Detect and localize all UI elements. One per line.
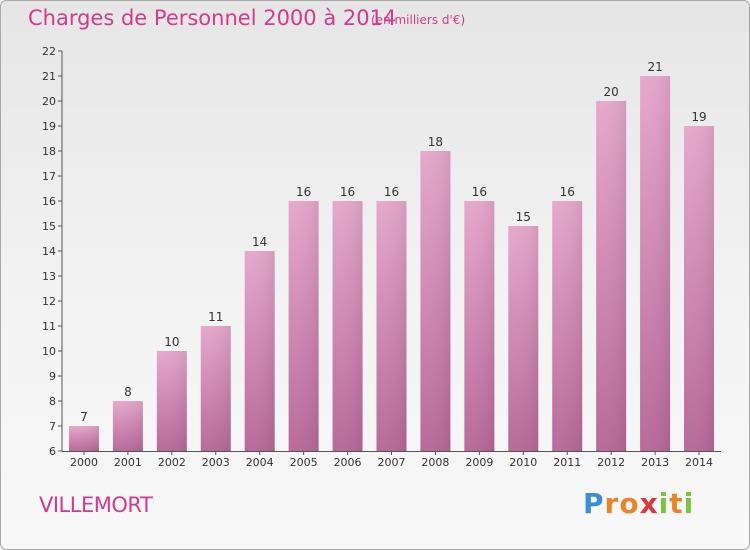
chart-subtitle: (en milliers d'€)	[371, 13, 466, 27]
data-label: 16	[296, 185, 311, 199]
y-tick-label: 17	[42, 170, 56, 183]
logo-letter: t	[669, 487, 684, 520]
bar-shade	[332, 201, 363, 451]
x-tick-label: 2008	[421, 456, 449, 469]
y-tick-label: 18	[42, 145, 56, 158]
y-tick-label: 7	[49, 420, 56, 433]
bar-shade	[596, 101, 627, 451]
data-label: 21	[647, 60, 662, 74]
data-label: 8	[124, 385, 132, 399]
logo-letter: r	[604, 487, 620, 520]
logo-letter: o	[619, 487, 640, 520]
data-label: 15	[516, 210, 531, 224]
bar-shade	[68, 426, 99, 451]
data-label: 14	[252, 235, 267, 249]
logo-letter: i	[683, 487, 695, 520]
bar-shade	[464, 201, 495, 451]
bar-shade	[288, 201, 319, 451]
proxiti-logo[interactable]: Proxiti	[583, 487, 694, 520]
bar-shade	[112, 401, 143, 451]
x-tick-label: 2011	[553, 456, 581, 469]
commune-name: VILLEMORT	[39, 493, 153, 517]
bar-shade	[684, 126, 715, 451]
bar-shade	[508, 226, 539, 451]
data-label: 11	[208, 310, 223, 324]
x-tick-label: 2001	[114, 456, 142, 469]
bar-shade	[420, 151, 451, 451]
y-tick-label: 13	[42, 270, 56, 283]
bar-shade	[640, 76, 671, 451]
x-tick-label: 2000	[70, 456, 98, 469]
y-tick-label: 19	[42, 120, 56, 133]
x-tick-label: 2007	[378, 456, 406, 469]
x-tick-label: 2005	[290, 456, 318, 469]
y-tick-label: 15	[42, 220, 56, 233]
data-label: 16	[340, 185, 355, 199]
bar-shade	[244, 251, 275, 451]
y-tick-label: 9	[49, 370, 56, 383]
data-label: 16	[384, 185, 399, 199]
y-tick-label: 11	[42, 320, 56, 333]
y-tick-label: 10	[42, 345, 56, 358]
x-tick-label: 2009	[465, 456, 493, 469]
y-tick-label: 22	[42, 45, 56, 58]
x-tick-label: 2002	[158, 456, 186, 469]
bar-shade	[376, 201, 407, 451]
chart-title: Charges de Personnel 2000 à 2014	[28, 6, 397, 30]
bar-shade	[552, 201, 583, 451]
data-label: 16	[472, 185, 487, 199]
data-label: 18	[428, 135, 443, 149]
y-tick-label: 16	[42, 195, 56, 208]
data-label: 16	[560, 185, 575, 199]
x-tick-label: 2006	[334, 456, 362, 469]
y-tick-label: 14	[42, 245, 56, 258]
x-tick-label: 2014	[685, 456, 713, 469]
bar-shade	[200, 326, 231, 451]
logo-letter: i	[658, 487, 670, 520]
data-label: 20	[604, 85, 619, 99]
x-tick-label: 2003	[202, 456, 230, 469]
x-tick-label: 2004	[246, 456, 274, 469]
y-tick-label: 6	[49, 445, 56, 458]
y-tick-label: 12	[42, 295, 56, 308]
logo-letter: x	[639, 487, 659, 520]
x-tick-label: 2013	[641, 456, 669, 469]
y-tick-label: 20	[42, 95, 56, 108]
y-tick-label: 21	[42, 70, 56, 83]
data-label: 10	[164, 335, 179, 349]
x-tick-label: 2012	[597, 456, 625, 469]
data-label: 19	[691, 110, 706, 124]
logo-letter: P	[583, 487, 605, 520]
y-tick-label: 8	[49, 395, 56, 408]
data-label: 7	[80, 410, 88, 424]
bar-shade	[156, 351, 187, 451]
x-tick-label: 2010	[509, 456, 537, 469]
